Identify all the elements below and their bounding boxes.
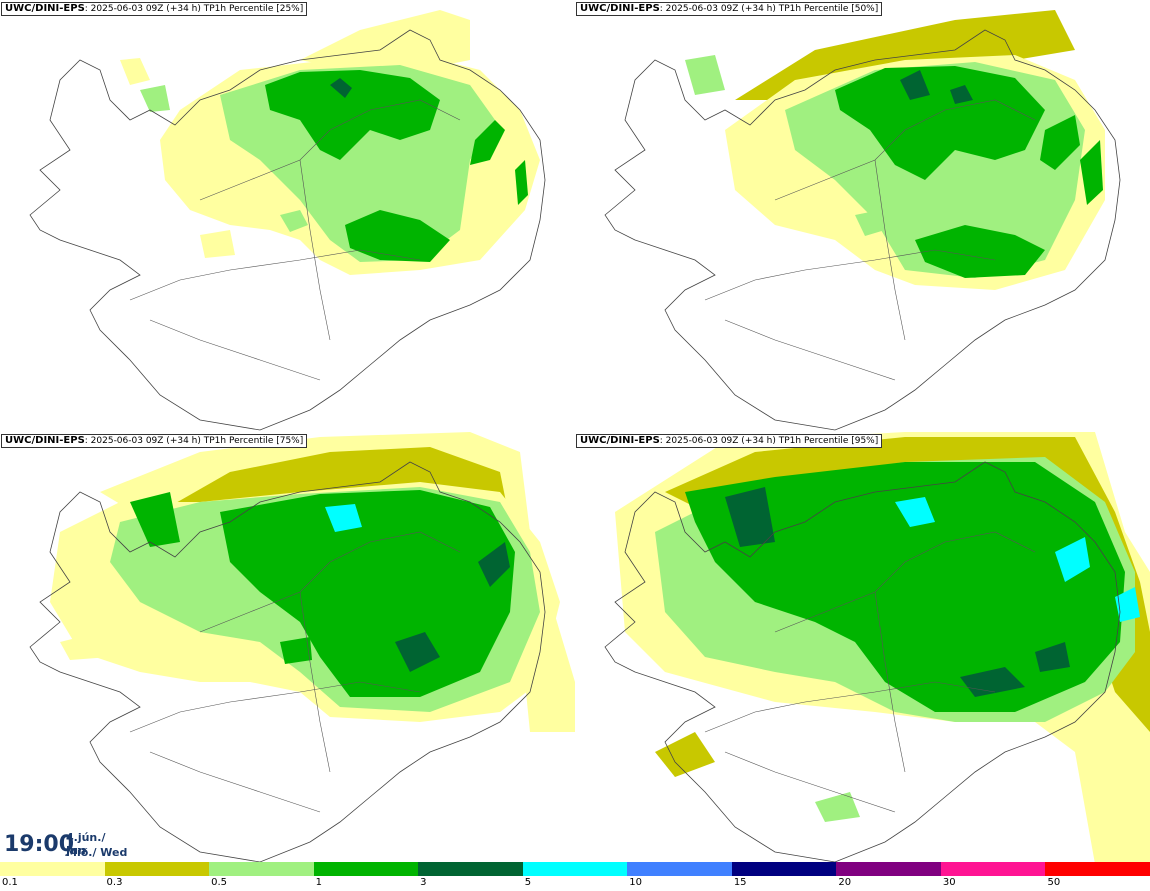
valid-weekday: Mið./ Wed — [66, 846, 128, 859]
roads — [129, 99, 461, 381]
run-info: : 2025-06-03 09Z (+34 h) TP1h Percentile… — [84, 436, 304, 446]
colorbar-segment — [940, 862, 1046, 876]
precip-map — [604, 10, 1121, 431]
colorbar-segment — [731, 862, 837, 876]
map-panel-25: UWC/DINI-EPS: 2025-06-03 09Z (+34 h) TP1… — [0, 0, 575, 432]
precip-shading — [685, 10, 1105, 290]
precip-shading — [50, 432, 575, 732]
colorbar-segment — [104, 862, 210, 876]
colorbar-segment — [836, 862, 941, 876]
coastline — [29, 29, 546, 431]
map-panel-50: UWC/DINI-EPS: 2025-06-03 09Z (+34 h) TP1… — [575, 0, 1150, 432]
map-panel-95: UWC/DINI-EPS: 2025-06-03 09Z (+34 h) TP1… — [575, 432, 1150, 864]
colorbar-segment — [1045, 862, 1150, 876]
roads — [704, 531, 1036, 813]
map-panel-75: UWC/DINI-EPS: 2025-06-03 09Z (+34 h) TP1… — [0, 432, 575, 864]
panel-title: UWC/DINI-EPS: 2025-06-03 09Z (+34 h) TP1… — [1, 434, 308, 448]
colorbar-label: 15 — [733, 877, 747, 888]
precip-shading — [120, 10, 540, 275]
roads — [704, 99, 1036, 381]
model-name: UWC/DINI-EPS — [5, 3, 85, 14]
colorbar-label: 0.5 — [211, 877, 227, 888]
colorbar-segment — [209, 862, 314, 876]
colorbar-segment — [627, 862, 732, 876]
precip-colorbar — [0, 862, 1150, 876]
model-name: UWC/DINI-EPS — [580, 3, 660, 14]
roads — [129, 531, 461, 813]
colorbar-label: 0.3 — [106, 877, 123, 888]
valid-hour: 19:00 — [4, 832, 75, 857]
run-info: : 2025-06-03 09Z (+34 h) TP1h Percentile… — [84, 4, 304, 14]
colorbar-segment — [522, 862, 628, 876]
run-info: : 2025-06-03 09Z (+34 h) TP1h Percentile… — [659, 436, 879, 446]
precip-map — [604, 432, 1150, 864]
precip-map — [29, 432, 575, 863]
colorbar-label: 10 — [629, 877, 642, 888]
precip-map — [29, 10, 546, 431]
colorbar-label: 0.1 — [2, 877, 18, 888]
run-info: : 2025-06-03 09Z (+34 h) TP1h Percentile… — [659, 4, 879, 14]
colorbar-label: 30 — [942, 877, 956, 888]
colorbar-label: 20 — [838, 877, 852, 888]
colorbar-label: 1 — [315, 877, 322, 888]
coastline — [604, 29, 1121, 431]
panel-title: UWC/DINI-EPS: 2025-06-03 09Z (+34 h) TP1… — [576, 2, 883, 16]
valid-date: 4.jún./ Jun — [66, 831, 106, 857]
valid-time-box: 19:00 4.jún./ Jun Mið./ Wed — [0, 828, 128, 862]
colorbar-label: 5 — [524, 877, 532, 888]
coastline — [29, 461, 546, 863]
colorbar-segment — [0, 862, 105, 876]
model-name: UWC/DINI-EPS — [580, 435, 660, 446]
model-name: UWC/DINI-EPS — [5, 435, 85, 446]
colorbar-segment — [313, 862, 419, 876]
panel-title: UWC/DINI-EPS: 2025-06-03 09Z (+34 h) TP1… — [576, 434, 883, 448]
panel-title: UWC/DINI-EPS: 2025-06-03 09Z (+34 h) TP1… — [1, 2, 308, 16]
coastline — [604, 461, 1121, 863]
colorbar-label: 3 — [420, 877, 427, 888]
colorbar-label: 50 — [1047, 877, 1061, 888]
colorbar-segment — [418, 862, 523, 876]
colorbar-labels: 0.1 0.3 0.5 1 3 5 10 15 20 30 50 — [0, 876, 1150, 890]
precip-shading — [615, 432, 1150, 864]
